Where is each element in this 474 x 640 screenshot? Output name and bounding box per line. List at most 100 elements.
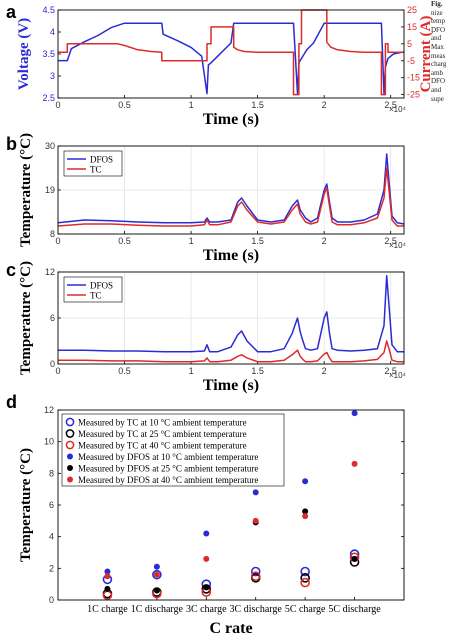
y-tick-label: 8: [50, 229, 55, 239]
data-point: [250, 571, 261, 582]
y-tick-label: 2.5: [42, 93, 55, 103]
y-axis-label: Temperature (°C): [18, 448, 34, 562]
series-line-right: [58, 9, 404, 96]
x-tick-label: 1C charge: [87, 604, 128, 615]
data-point: [152, 569, 162, 580]
x-tick-label: 5C discharge: [328, 604, 381, 615]
x-tick-label: 0.5: [118, 366, 131, 376]
plot-frame: [57, 409, 405, 601]
x-tick-label: 0: [55, 366, 60, 376]
data-point: [252, 489, 259, 496]
x-tick-label: 2.5: [384, 236, 397, 246]
caption-line: Fig.: [431, 0, 443, 8]
y-tick-label: 12: [44, 405, 54, 415]
plot-area: [58, 10, 404, 98]
data-point: [250, 566, 261, 577]
x-tick-label: 1.5: [251, 366, 264, 376]
data-point: [302, 508, 309, 515]
y2-tick-label: 25: [407, 5, 417, 15]
y-tick-label: 0: [50, 359, 55, 369]
data-point: [302, 478, 309, 485]
x-axis-label: Time (s): [203, 111, 259, 128]
data-point: [104, 568, 111, 575]
legend-marker: [67, 465, 73, 471]
y-tick-label: 10: [44, 437, 54, 447]
caption-line: meas: [431, 51, 446, 60]
legend-marker: [65, 440, 75, 450]
legend-label: Measured by DFOS at 25 °C ambient temper…: [78, 464, 258, 474]
plot-frame: [57, 271, 405, 365]
legend-label: Measured by TC at 40 °C ambient temperat…: [78, 441, 247, 451]
x-tick-label: 2: [322, 236, 327, 246]
legend-box: [63, 276, 123, 303]
legend-label: DFOS: [90, 155, 113, 165]
y-tick-label: 4: [49, 532, 54, 542]
legend-label: TC: [90, 165, 102, 175]
data-point: [351, 460, 358, 467]
x-exponent: ×10⁴: [389, 241, 407, 250]
x-axis-label: C rate: [209, 620, 252, 637]
y-axis-label: Voltage (V): [16, 18, 32, 90]
caption-line: DFO: [431, 25, 446, 34]
legend-label: DFOS: [90, 281, 113, 291]
x-tick-label: 1.5: [251, 100, 264, 110]
x-tick-label: 3C discharge: [230, 604, 283, 615]
data-point: [302, 513, 309, 520]
y2-tick-label: -25: [407, 90, 420, 100]
y-tick-label: 12: [45, 267, 55, 277]
y2-tick-label: -15: [407, 73, 420, 83]
y-tick-label: 6: [50, 313, 55, 323]
x-exponent: ×10⁴: [389, 371, 407, 380]
x-tick-label: 0.5: [118, 100, 131, 110]
series-line-dfos: [58, 275, 404, 353]
y-tick-label: 4.5: [42, 5, 55, 15]
y-tick-label: 30: [45, 141, 55, 151]
data-point: [203, 584, 210, 591]
caption-line: and: [431, 34, 442, 43]
y-tick-label: 6: [49, 500, 54, 510]
y-tick-label: 3: [50, 71, 55, 81]
caption-line: and: [431, 85, 442, 94]
x-tick-label: 0.5: [118, 236, 131, 246]
data-point: [153, 587, 160, 594]
data-point: [300, 573, 310, 583]
y-tick-label: 4: [50, 27, 55, 37]
data-point: [300, 566, 310, 577]
caption-line: amb: [431, 68, 444, 77]
caption-line: temp: [431, 17, 445, 26]
legend: Measured by TC at 10 °C ambient temperat…: [61, 413, 285, 487]
caption-line: nize: [431, 8, 443, 17]
x-tick-label: 1: [189, 100, 194, 110]
x-tick-label: 1: [189, 366, 194, 376]
y-tick-label: 2: [49, 563, 54, 573]
y-axis-label: Temperature (°C): [18, 133, 34, 247]
x-tick-label: 2: [322, 366, 327, 376]
series-line-tc: [57, 167, 404, 227]
data-point: [153, 563, 160, 570]
legend-marker: [65, 429, 75, 438]
y2-tick-label: 15: [407, 22, 417, 32]
legend-box: [63, 150, 123, 177]
legend-label: TC: [90, 291, 102, 301]
panel-label: d: [6, 392, 17, 412]
panel-a: 0 0.5 1 1.5 2 2.5×10⁴2.533.544.5-25-15-551525…: [6, 2, 434, 128]
legend-label: Measured by DFOS at 10 °C ambient temper…: [78, 452, 258, 462]
y-tick-label: 19: [45, 185, 55, 195]
x-tick-label: 1: [189, 236, 194, 246]
y-axis-label: Temperature (°C): [18, 261, 34, 375]
y2-tick-label: -5: [407, 56, 415, 66]
y2-tick-label: 5: [407, 39, 412, 49]
legend-marker: [67, 453, 73, 460]
x-tick-label: 0: [55, 236, 60, 246]
data-point: [351, 410, 358, 417]
plot-frame: [57, 145, 405, 235]
x-tick-label: 0: [55, 100, 60, 110]
legend-label: Measured by DFOS at 40 °C ambient temper…: [78, 475, 258, 485]
legend-marker: [67, 476, 73, 483]
x-tick-label: 2.5: [384, 100, 397, 110]
caption-line: charg: [431, 60, 447, 69]
series-line-left: [58, 22, 405, 95]
data-point: [300, 577, 310, 588]
